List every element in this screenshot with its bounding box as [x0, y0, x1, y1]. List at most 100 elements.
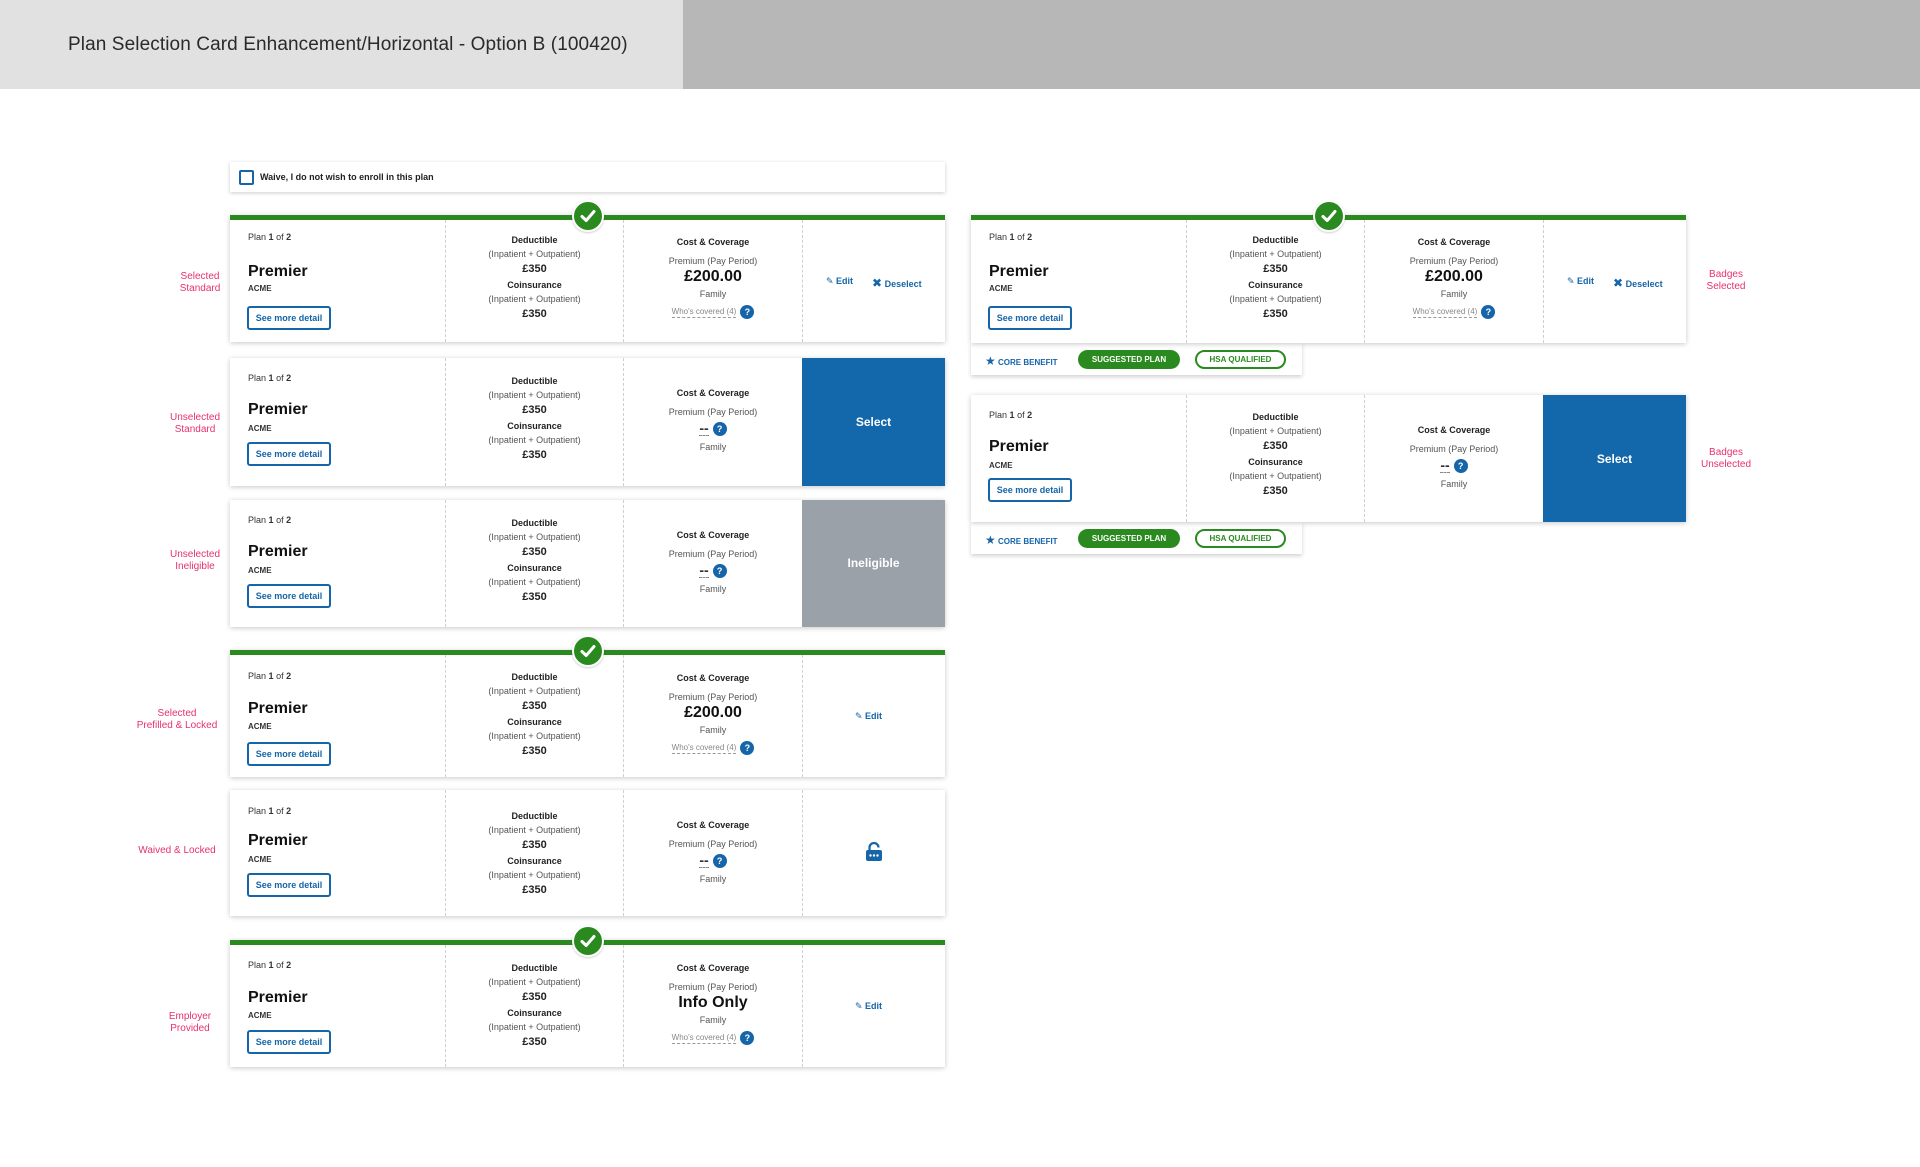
see-more-detail-button[interactable]: See more detail: [988, 478, 1072, 502]
whos-covered-link[interactable]: Who's covered (4): [671, 742, 737, 754]
plan-info: Plan 1 of 2 Premier ACME See more detail: [230, 358, 445, 486]
waive-checkbox[interactable]: [239, 170, 254, 185]
page-title: Plan Selection Card Enhancement/Horizont…: [68, 34, 628, 55]
help-icon[interactable]: ?: [740, 1030, 755, 1045]
see-more-detail-button[interactable]: See more detail: [988, 306, 1072, 330]
help-icon[interactable]: ?: [740, 740, 755, 755]
carrier-name: ACME: [248, 566, 272, 575]
whos-covered-link[interactable]: Who's covered (4): [671, 1032, 737, 1044]
annotation-unselected-standard: Unselected Standard: [169, 412, 221, 435]
lock-icon: [866, 842, 882, 861]
plan-counter: Plan 1 of 2: [248, 960, 292, 970]
whos-covered-link[interactable]: Who's covered (4): [1412, 306, 1478, 318]
plan-card-waived-locked: Plan 1 of 2 Premier ACME See more detail…: [230, 790, 945, 916]
plan-card-selected-prefilled: Plan 1 of 2 Premier ACME See more detail…: [230, 635, 945, 777]
carrier-name: ACME: [248, 855, 272, 864]
plan-name: Premier: [248, 989, 308, 1006]
help-icon[interactable]: ?: [1453, 458, 1468, 473]
selected-check-icon: [571, 925, 604, 957]
annotation-selected-prefilled: Selected Prefilled & Locked: [136, 708, 218, 731]
core-benefit-badge: ★ CORE BENEFIT: [985, 354, 1058, 368]
plan-info: Plan 1 of 2 Premier ACME See more detail: [971, 395, 1186, 522]
help-icon[interactable]: ?: [712, 421, 727, 436]
waive-label: Waive, I do not wish to enroll in this p…: [260, 172, 434, 182]
see-more-detail-button[interactable]: See more detail: [247, 306, 331, 330]
plan-counter: Plan 1 of 2: [248, 515, 292, 525]
plan-info: Plan 1 of 2 Premier ACME See more detail: [230, 500, 445, 627]
plan-counter: Plan 1 of 2: [248, 806, 292, 816]
help-icon[interactable]: ?: [712, 563, 727, 578]
deductible-column: Deductible (Inpatient + Outpatient) £350…: [445, 358, 623, 486]
plan-card-selected-standard: Plan 1 of 2 Premier ACME See more detail…: [230, 200, 945, 342]
hsa-qualified-badge: HSA QUALIFIED: [1195, 529, 1286, 548]
cost-coverage-column: Cost & Coverage Premium (Pay Period) £20…: [623, 655, 802, 777]
premium-empty-value: --: [699, 852, 709, 868]
deductible-column: Deductible (Inpatient + Outpatient) £350…: [445, 500, 623, 627]
plan-name: Premier: [989, 438, 1049, 455]
plan-info: Plan 1 of 2 Premier ACME See more detail: [971, 220, 1186, 343]
actions-column: [802, 790, 945, 916]
plan-card-unselected-ineligible: Plan 1 of 2 Premier ACME See more detail…: [230, 500, 945, 627]
plan-name: Premier: [248, 263, 308, 280]
cost-coverage-column: Cost & Coverage Premium (Pay Period) --?…: [623, 358, 802, 486]
edit-button[interactable]: ✎ Edit: [1567, 276, 1595, 286]
badges-row-selected: ★ CORE BENEFIT SUGGESTED PLAN HSA QUALIF…: [971, 343, 1302, 375]
plan-info: Plan 1 of 2 Premier ACME See more detail: [230, 945, 445, 1067]
premium-empty-value: --: [699, 562, 709, 578]
premium-price: £200.00: [684, 704, 742, 721]
plan-name: Premier: [248, 832, 308, 849]
select-button[interactable]: Select: [1543, 395, 1686, 522]
star-icon: ★: [985, 354, 996, 368]
ineligible-status: Ineligible: [802, 500, 945, 627]
premium-empty-value: --: [1440, 457, 1450, 473]
edit-button[interactable]: ✎ Edit: [855, 1001, 883, 1011]
premium-empty-value: --: [699, 420, 709, 436]
hsa-qualified-badge: HSA QUALIFIED: [1195, 350, 1286, 369]
selected-check-icon: [571, 200, 604, 232]
see-more-detail-button[interactable]: See more detail: [247, 584, 331, 608]
see-more-detail-button[interactable]: See more detail: [247, 1030, 331, 1054]
edit-button[interactable]: ✎ Edit: [855, 711, 883, 721]
cost-coverage-column: Cost & Coverage Premium (Pay Period) £20…: [1364, 220, 1543, 343]
core-benefit-badge: ★ CORE BENEFIT: [985, 533, 1058, 547]
deductible-column: Deductible (Inpatient + Outpatient) £350…: [445, 220, 623, 342]
help-icon[interactable]: ?: [712, 853, 727, 868]
select-button[interactable]: Select: [802, 358, 945, 486]
close-icon: ✖: [872, 276, 883, 290]
deselect-button[interactable]: ✖ Deselect: [1613, 276, 1663, 290]
edit-button[interactable]: ✎ Edit: [826, 276, 854, 286]
cost-coverage-column: Cost & Coverage Premium (Pay Period) Inf…: [623, 945, 802, 1067]
selected-check-icon: [571, 635, 604, 667]
deductible-column: Deductible (Inpatient + Outpatient) £350…: [445, 655, 623, 777]
suggested-plan-badge: SUGGESTED PLAN: [1078, 529, 1180, 548]
annotation-selected-standard: Selected Standard: [179, 271, 221, 294]
deselect-button[interactable]: ✖ Deselect: [872, 276, 922, 290]
plan-card-unselected-standard: Plan 1 of 2 Premier ACME See more detail…: [230, 358, 945, 486]
see-more-detail-button[interactable]: See more detail: [247, 873, 331, 897]
plan-name: Premier: [248, 543, 308, 560]
see-more-detail-button[interactable]: See more detail: [247, 742, 331, 766]
carrier-name: ACME: [248, 424, 272, 433]
see-more-detail-button[interactable]: See more detail: [247, 442, 331, 466]
star-icon: ★: [985, 533, 996, 547]
plan-counter: Plan 1 of 2: [248, 671, 292, 681]
annotation-employer-provided: Employer Provided: [168, 1011, 212, 1034]
plan-card-badges-unselected: Plan 1 of 2 Premier ACME See more detail…: [971, 395, 1686, 522]
close-icon: ✖: [1613, 276, 1624, 290]
waive-row[interactable]: Waive, I do not wish to enroll in this p…: [230, 162, 945, 192]
plan-info: Plan 1 of 2 Premier ACME See more detail: [230, 790, 445, 916]
cost-coverage-column: Cost & Coverage Premium (Pay Period) --?…: [623, 790, 802, 916]
deductible-column: Deductible (Inpatient + Outpatient) £350…: [445, 790, 623, 916]
plan-name: Premier: [248, 700, 308, 717]
cost-coverage-column: Cost & Coverage Premium (Pay Period) £20…: [623, 220, 802, 342]
help-icon[interactable]: ?: [1481, 304, 1496, 319]
help-icon[interactable]: ?: [740, 304, 755, 319]
deductible-column: Deductible (Inpatient + Outpatient) £350…: [1186, 395, 1364, 522]
cost-coverage-column: Cost & Coverage Premium (Pay Period) --?…: [1364, 395, 1543, 522]
whos-covered-link[interactable]: Who's covered (4): [671, 306, 737, 318]
annotation-badges-selected: Badges Selected: [1706, 269, 1746, 292]
plan-card-badges-selected: Plan 1 of 2 Premier ACME See more detail…: [971, 200, 1686, 343]
plan-counter: Plan 1 of 2: [248, 373, 292, 383]
plan-counter: Plan 1 of 2: [989, 232, 1033, 242]
premium-price: £200.00: [684, 268, 742, 285]
